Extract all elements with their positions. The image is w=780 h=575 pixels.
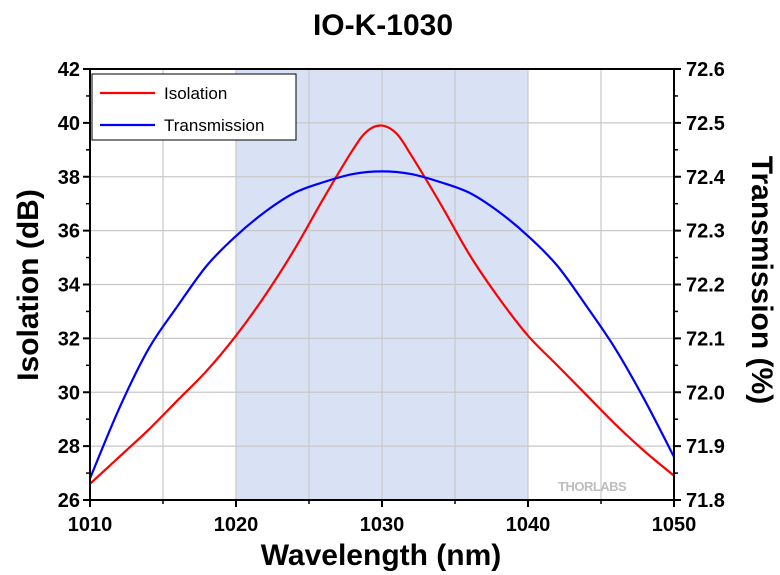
y-left-tick-label: 38 [58,167,80,189]
legend-box [91,73,297,141]
x-tick-label: 1050 [652,514,697,536]
y-right-tick-label: 72.4 [686,167,726,189]
x-axis-label: Wavelength (nm) [261,539,502,572]
y-right-tick-label: 71.9 [686,436,725,458]
y-left-tick-label: 40 [58,113,80,135]
y-right-tick-label: 72.3 [686,221,725,243]
y-right-tick-label: 71.8 [686,490,725,512]
series-layer [88,124,675,485]
y-axis-right-label: Transmission (%) [745,156,778,404]
axis-ticks: 1010 1020 1030 1040 1050 26 28 30 32 34 36 38 40 42 71… [58,59,726,536]
watermark-logo: THORLABS [558,479,627,494]
series-line-isolation [89,124,675,485]
y-right-tick-label: 72.1 [686,328,725,350]
legend-label-transmission: Transmission [164,116,264,135]
y-right-tick-label: 72.2 [686,275,725,297]
x-tick-label: 1030 [360,514,405,536]
y-left-tick-label: 34 [58,275,81,297]
x-tick-label: 1010 [68,514,113,536]
y-right-tick-label: 72.0 [686,382,725,404]
y-axis-left-label: Isolation (dB) [12,189,45,381]
x-tick-label: 1020 [214,514,259,536]
y-left-tick-label: 32 [58,328,80,350]
grid-lines [90,69,674,500]
chart-title: IO-K-1030 [313,9,453,42]
y-right-tick-label: 72.5 [686,113,725,135]
y-left-tick-label: 26 [58,490,80,512]
y-left-tick-label: 42 [58,59,80,81]
y-left-tick-label: 28 [58,436,80,458]
legend: Isolation Transmission [91,73,297,141]
series-line-transmission [88,170,675,479]
y-left-tick-label: 30 [58,382,80,404]
x-tick-label: 1040 [506,514,551,536]
y-right-tick-label: 72.6 [686,59,725,81]
legend-label-isolation: Isolation [164,84,227,103]
y-left-tick-label: 36 [58,221,80,243]
